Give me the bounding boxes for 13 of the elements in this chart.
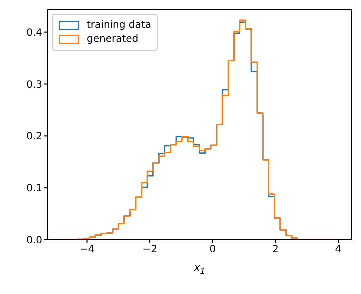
- x-tick-label: 0: [210, 244, 216, 256]
- x-axis-title: x$_{1}$: [193, 262, 207, 278]
- x-tick-label: −4: [80, 244, 95, 256]
- y-tick-label: 0.2: [26, 132, 42, 143]
- x-tick-label: 4: [335, 244, 342, 256]
- x-tick-label: −2: [142, 244, 158, 256]
- y-tick-label: 0.0: [26, 236, 42, 247]
- y-tick-label: 0.3: [26, 80, 42, 91]
- legend-label: training data: [87, 20, 152, 31]
- legend-label: generated: [87, 34, 139, 45]
- y-tick-label: 0.1: [26, 184, 42, 195]
- x-tick-label: 2: [272, 244, 279, 256]
- y-tick-label: 0.4: [26, 28, 42, 39]
